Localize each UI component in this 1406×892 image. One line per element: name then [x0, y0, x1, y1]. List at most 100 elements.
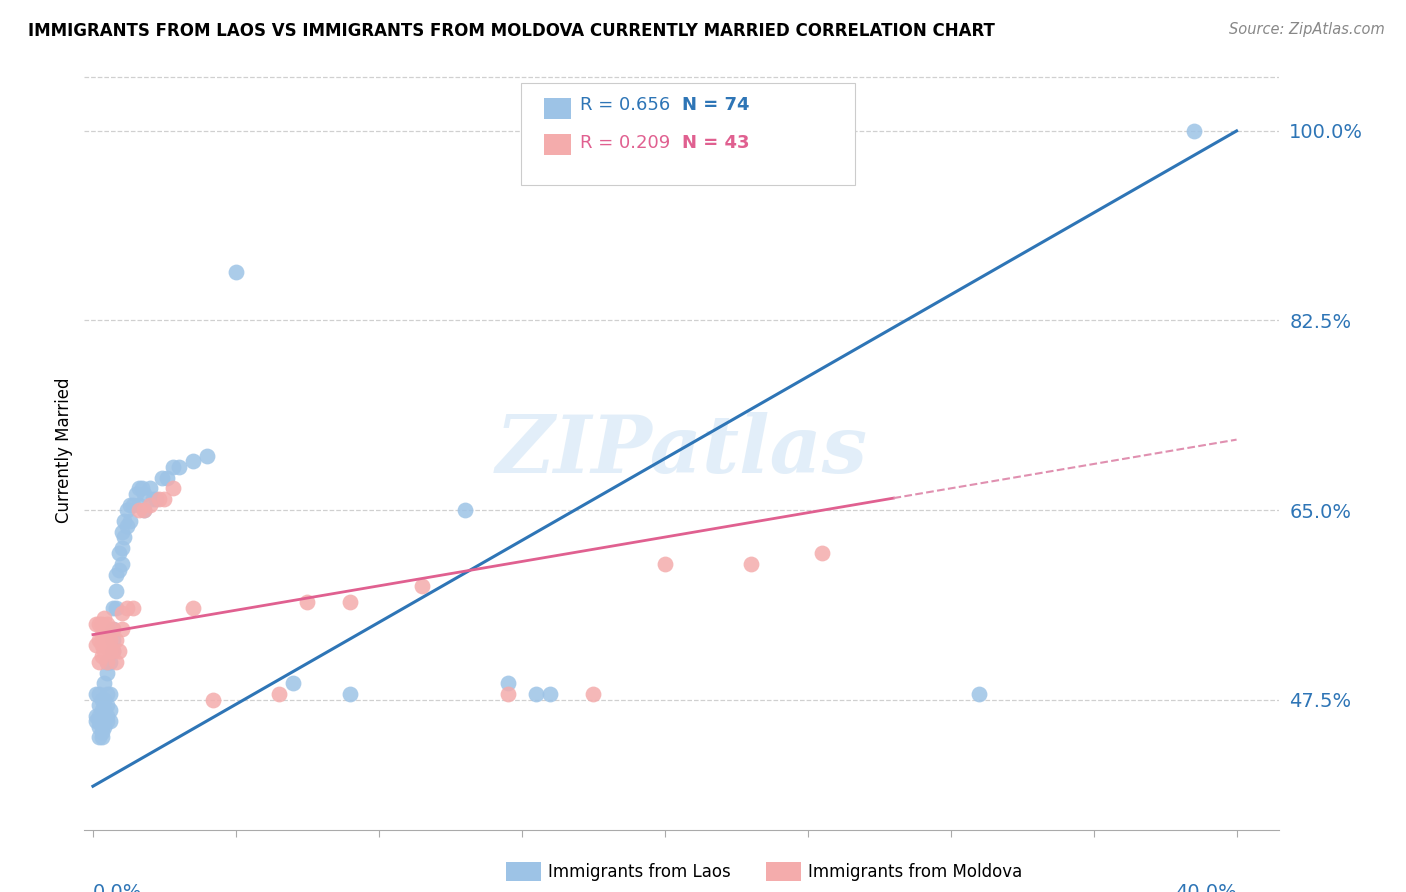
Point: [339, 595, 361, 609]
Point: [107, 546, 129, 560]
Point: [101, 622, 124, 636]
Point: [181, 454, 204, 468]
Point: [96, 639, 118, 653]
Text: 40.0%: 40.0%: [1175, 883, 1236, 892]
Point: [128, 503, 150, 517]
Point: [453, 503, 475, 517]
Point: [496, 687, 519, 701]
Point: [145, 492, 167, 507]
Point: [134, 503, 156, 517]
Point: [84, 687, 107, 701]
Point: [84, 616, 107, 631]
Point: [122, 498, 145, 512]
Point: [117, 503, 139, 517]
Text: N = 74: N = 74: [682, 96, 749, 114]
Point: [90, 639, 112, 653]
Point: [101, 600, 124, 615]
Point: [150, 470, 173, 484]
Text: 0.0%: 0.0%: [93, 883, 142, 892]
Point: [98, 703, 121, 717]
Point: [740, 557, 762, 572]
Point: [225, 265, 247, 279]
Point: [93, 708, 115, 723]
Point: [1182, 124, 1205, 138]
Point: [104, 600, 127, 615]
Point: [84, 639, 107, 653]
Point: [90, 720, 112, 734]
Point: [104, 655, 127, 669]
FancyBboxPatch shape: [544, 98, 571, 120]
Point: [411, 579, 433, 593]
Point: [267, 687, 290, 701]
Point: [87, 687, 110, 701]
Point: [90, 692, 112, 706]
Point: [181, 600, 204, 615]
Point: [195, 449, 218, 463]
Point: [101, 632, 124, 647]
Point: [96, 616, 118, 631]
Point: [93, 692, 115, 706]
Point: [120, 514, 142, 528]
Point: [90, 703, 112, 717]
Point: [281, 676, 304, 690]
Point: [101, 622, 124, 636]
Y-axis label: Currently Married: Currently Married: [55, 377, 73, 524]
Point: [98, 632, 121, 647]
Point: [117, 519, 139, 533]
Text: N = 43: N = 43: [682, 135, 749, 153]
Point: [84, 714, 107, 729]
Point: [110, 557, 132, 572]
Point: [93, 676, 115, 690]
Text: IMMIGRANTS FROM LAOS VS IMMIGRANTS FROM MOLDOVA CURRENTLY MARRIED CORRELATION CH: IMMIGRANTS FROM LAOS VS IMMIGRANTS FROM …: [28, 22, 995, 40]
Point: [96, 714, 118, 729]
Point: [148, 492, 170, 507]
Point: [967, 687, 990, 701]
Point: [139, 498, 162, 512]
Point: [125, 487, 148, 501]
Point: [87, 720, 110, 734]
Point: [202, 692, 225, 706]
Point: [98, 644, 121, 658]
Point: [87, 632, 110, 647]
Point: [87, 616, 110, 631]
Point: [96, 655, 118, 669]
Text: R = 0.209: R = 0.209: [581, 135, 671, 153]
Point: [122, 600, 145, 615]
Point: [96, 655, 118, 669]
Point: [112, 514, 135, 528]
Point: [104, 632, 127, 647]
Point: [110, 524, 132, 539]
Point: [134, 487, 156, 501]
Point: [156, 470, 179, 484]
Point: [153, 492, 176, 507]
Point: [120, 498, 142, 512]
Point: [297, 595, 319, 609]
Point: [142, 492, 165, 507]
Point: [87, 698, 110, 712]
Point: [654, 557, 676, 572]
Point: [93, 611, 115, 625]
Point: [339, 687, 361, 701]
Point: [98, 655, 121, 669]
Point: [90, 649, 112, 664]
Point: [104, 584, 127, 599]
Point: [538, 687, 561, 701]
Text: Source: ZipAtlas.com: Source: ZipAtlas.com: [1229, 22, 1385, 37]
Point: [101, 644, 124, 658]
Point: [117, 600, 139, 615]
Point: [162, 459, 184, 474]
Point: [96, 665, 118, 680]
Point: [93, 644, 115, 658]
Point: [582, 687, 605, 701]
Point: [110, 541, 132, 555]
Point: [93, 720, 115, 734]
Point: [96, 708, 118, 723]
Point: [101, 644, 124, 658]
Point: [84, 708, 107, 723]
Point: [524, 687, 547, 701]
FancyBboxPatch shape: [520, 83, 855, 186]
Point: [811, 546, 834, 560]
Point: [131, 481, 153, 495]
Point: [107, 644, 129, 658]
Point: [90, 616, 112, 631]
